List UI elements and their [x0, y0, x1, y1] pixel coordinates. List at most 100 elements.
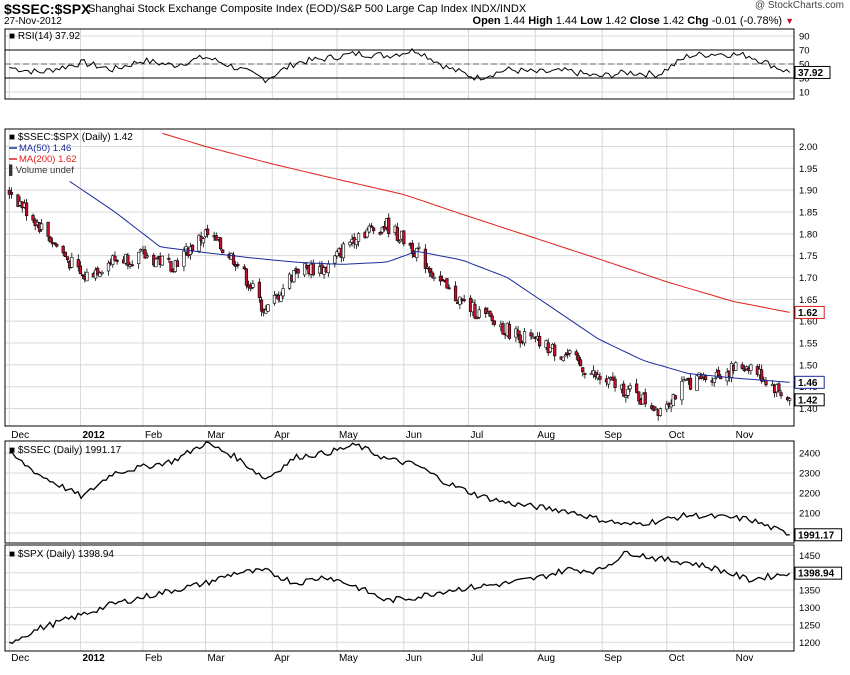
price-candle-body-101 [311, 263, 315, 276]
price-candle-body-233 [712, 378, 716, 383]
price-candle-body-118 [365, 229, 369, 238]
price-candle-body-241 [734, 362, 738, 371]
ssec-tick-label-3: 2300 [799, 469, 820, 480]
price-candle-body-251 [764, 380, 768, 386]
price-candle-body-181 [553, 344, 557, 357]
price-candle-body-46 [145, 255, 149, 258]
price-candle-body-87 [272, 294, 277, 304]
price-candle-body-155 [475, 316, 479, 319]
spx-series-line [9, 550, 791, 645]
rsi-last-value-box [794, 65, 831, 79]
quote-bar: Open 1.44 High 1.44 Low 1.42 Close 1.42 … [473, 15, 794, 27]
price-last-value: 1.42 [798, 395, 818, 406]
rsi-tick-label-2: 50 [799, 60, 810, 71]
price-candle-body-35 [113, 255, 117, 261]
price-candle-body-96 [296, 269, 300, 274]
price-candle-body-61 [190, 244, 195, 251]
price-candle-body-88 [275, 293, 279, 296]
price-candle-body-205 [626, 388, 630, 396]
x-axis-label-top-3: Mar [207, 430, 225, 441]
rsi-last-value: 37.92 [798, 68, 823, 79]
price-candle-body-64 [201, 238, 205, 244]
rsi-tick-label-3: 70 [799, 46, 810, 57]
price-candle-body-138 [425, 266, 430, 269]
price-candle-body-18 [63, 251, 67, 257]
chart-date: 27-Nov-2012 [4, 16, 62, 27]
rsi-panel-frame [4, 28, 795, 100]
spx-last-value: 1398.94 [798, 569, 835, 580]
ssec-tick-label-4: 2400 [799, 449, 820, 460]
price-candle-body-82 [257, 281, 261, 299]
price-candle-body-24 [81, 274, 85, 277]
price-candle-body-94 [292, 270, 296, 283]
price-candle-body-21 [70, 257, 74, 268]
ssec-panel-frame [4, 440, 795, 544]
price-candle-body-62 [197, 235, 201, 252]
price-candle-body-135 [415, 248, 419, 258]
volume-legend: ▌Volume undef [9, 164, 74, 176]
price-candle-body-128 [395, 227, 399, 241]
price-candle-body-149 [458, 296, 462, 305]
price-candle-body-146 [447, 287, 451, 290]
x-axis-label-bottom-0: Dec [11, 653, 29, 664]
price-candle-body-258 [788, 398, 792, 401]
price-candle-body-137 [423, 248, 427, 269]
x-axis-label-top-6: Jun [406, 430, 422, 441]
price-candle-body-111 [341, 243, 346, 259]
price-candle-body-91 [281, 288, 285, 297]
price-candle-body-48 [154, 258, 158, 268]
price-candle-body-166 [507, 324, 512, 339]
price-candle-body-185 [566, 352, 570, 356]
price-candle-body-206 [628, 385, 632, 390]
price-candle-body-133 [410, 243, 415, 255]
price-candle-body-204 [624, 395, 628, 398]
price-candle-body-217 [665, 403, 669, 410]
close-value: 1.42 [662, 15, 685, 27]
price-candle-body-171 [522, 331, 527, 344]
ssec-last-value: 1991.17 [798, 530, 835, 541]
symbol-title: $SSEC:$SPX [4, 1, 91, 17]
price-candle-body-129 [397, 240, 402, 243]
x-axis-label-bottom-9: Sep [604, 653, 622, 664]
rsi-tick-label-0: 10 [799, 88, 810, 99]
price-candle-body-7 [31, 214, 35, 221]
price-candle-body-160 [490, 315, 494, 321]
price-candle-body-226 [688, 377, 693, 390]
x-axis-label-top-11: Nov [736, 430, 754, 441]
open-value: 1.44 [503, 15, 526, 27]
price-candle-body-252 [770, 383, 775, 386]
price-candle-body-26 [85, 271, 89, 282]
price-candle-body-108 [335, 251, 339, 257]
price-candle-body-227 [695, 375, 699, 392]
ma50-legend: MA(50) 1.46 [19, 143, 71, 154]
price-candle-body-107 [333, 255, 337, 264]
ma50-last-value: 1.46 [798, 378, 818, 389]
price-tick-label-12: 2.00 [799, 142, 818, 153]
price-candle-body-145 [445, 278, 449, 289]
price-candle-body-211 [643, 392, 647, 405]
price-candle-body-123 [380, 226, 384, 233]
price-candle-body-19 [65, 256, 70, 261]
price-candle-body-256 [779, 392, 783, 397]
price-candle-body-242 [740, 364, 744, 369]
price-panel-frame [4, 128, 795, 427]
price-candle-body-179 [548, 346, 553, 353]
down-arrow-icon: ▼ [785, 16, 794, 26]
price-candle-body-157 [484, 307, 488, 314]
price-candle-body-76 [236, 264, 240, 266]
price-candle-body-36 [115, 260, 119, 262]
price-candle-body-17 [61, 245, 65, 254]
price-candle-body-231 [704, 375, 708, 381]
price-candle-body-41 [130, 264, 134, 267]
rsi-tick-label-4: 90 [799, 32, 810, 43]
chg-label: Chg [687, 15, 709, 27]
spx-tick-label-0: 1200 [799, 638, 820, 649]
price-candle-body-147 [453, 285, 458, 302]
price-candle-body-142 [438, 275, 443, 282]
spx-tick-label-1: 1250 [799, 620, 820, 631]
price-candle-body-97 [303, 263, 307, 276]
price-candle-body-168 [516, 330, 520, 336]
price-candle-body-207 [635, 383, 639, 393]
price-candle-body-196 [598, 376, 602, 380]
price-tick-label-3: 1.55 [799, 339, 818, 350]
